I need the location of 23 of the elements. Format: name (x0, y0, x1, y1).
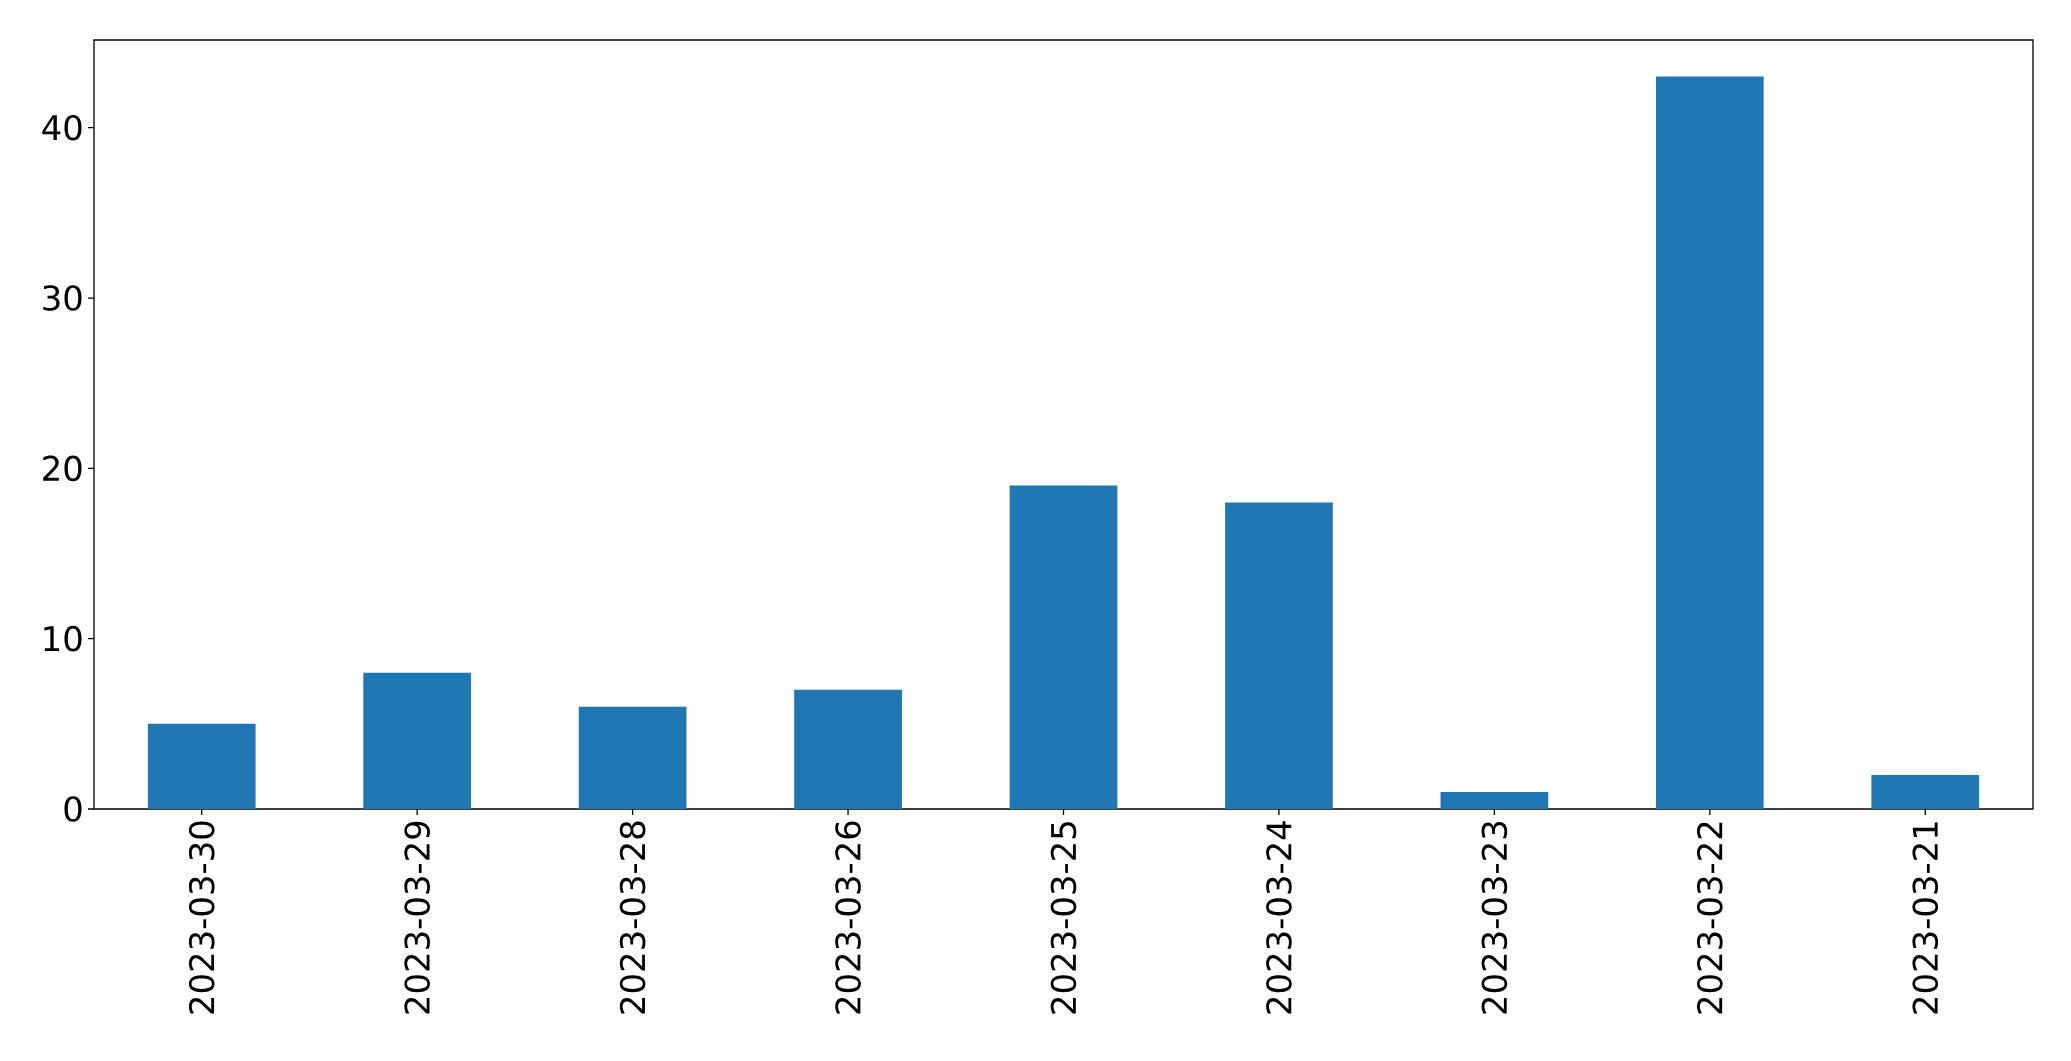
bar (1225, 502, 1333, 809)
bar (1440, 791, 1549, 809)
x-tick-label: 2023-03-30 (188, 821, 215, 1014)
x-tick-label: 2023-03-23 (1481, 821, 1508, 1014)
bar (1655, 76, 1764, 809)
y-tick-label: 10 (44, 625, 82, 652)
x-tick-label: 2023-03-26 (835, 821, 861, 1014)
y-tick-label: 20 (43, 455, 82, 482)
bar (1871, 774, 1980, 809)
x-tick-label: 2023-03-21 (1912, 822, 1939, 1014)
x-tick-label: 2023-03-29 (404, 821, 430, 1014)
bar (1009, 485, 1118, 809)
y-tick-label: 40 (42, 114, 82, 141)
x-tick-label: 2023-03-22 (1697, 822, 1723, 1014)
x-tick-label: 2023-03-28 (619, 821, 646, 1014)
x-tick-label: 2023-03-25 (1050, 822, 1077, 1014)
bar (578, 706, 687, 809)
bar (794, 689, 902, 809)
bar (363, 672, 472, 809)
x-tick-label: 2023-03-24 (1266, 821, 1292, 1014)
y-tick-label: 0 (64, 796, 82, 822)
y-tick-label: 30 (43, 285, 82, 311)
bar (147, 723, 256, 809)
